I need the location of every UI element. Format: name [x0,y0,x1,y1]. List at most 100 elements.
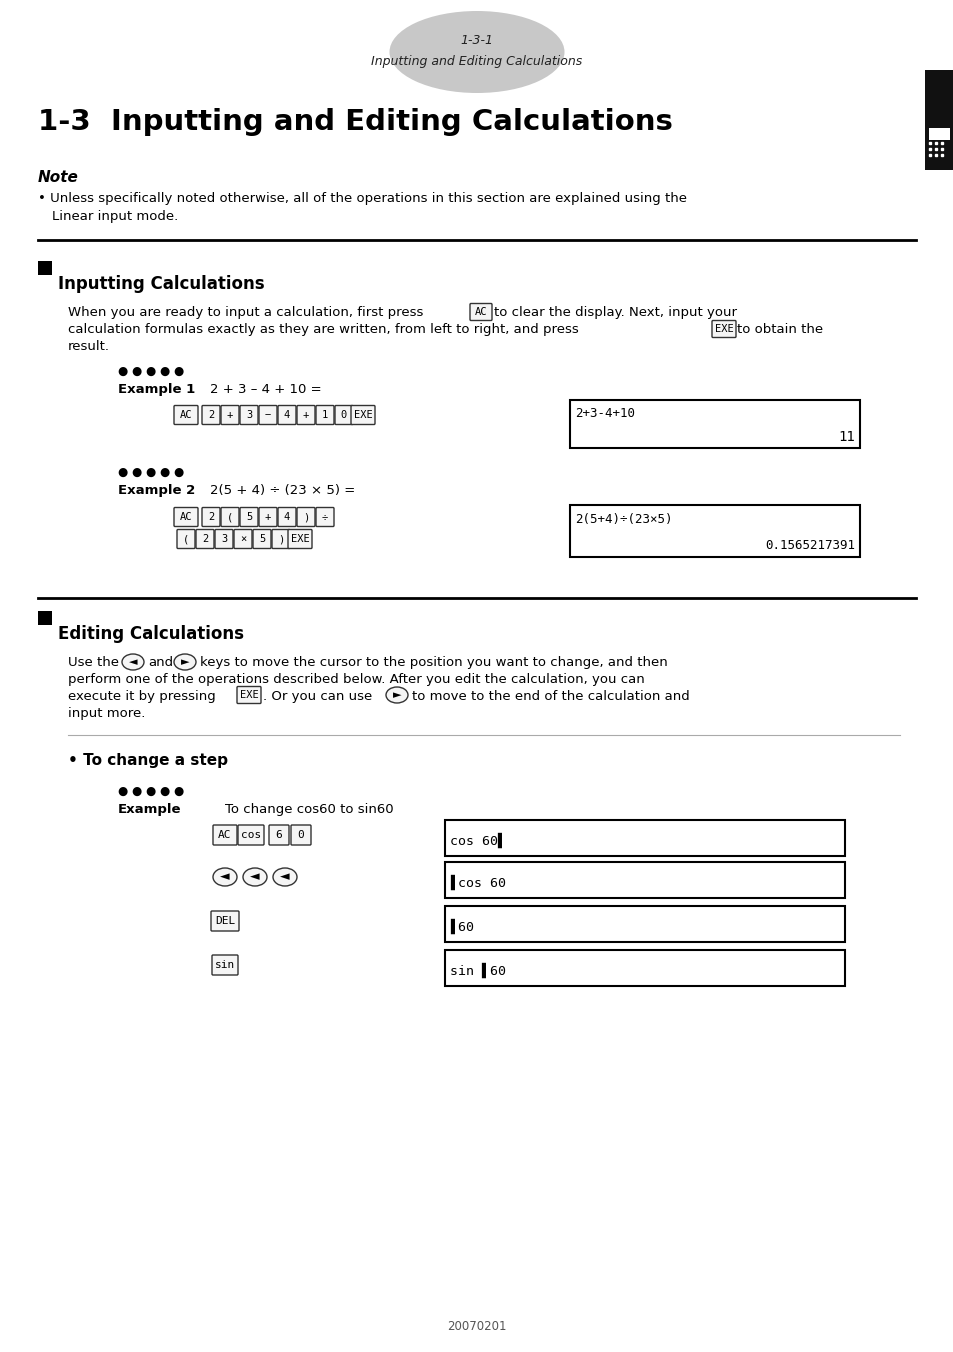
Ellipse shape [273,868,296,886]
Text: ▌cos 60: ▌cos 60 [450,875,505,890]
Text: Example 2: Example 2 [118,484,195,498]
FancyBboxPatch shape [277,406,295,425]
FancyBboxPatch shape [315,406,334,425]
Text: 5: 5 [258,534,265,544]
Text: Use the: Use the [68,656,119,669]
FancyBboxPatch shape [253,530,271,549]
Text: (: ( [227,512,233,522]
Text: perform one of the operations described below. After you edit the calculation, y: perform one of the operations described … [68,673,644,685]
FancyBboxPatch shape [277,507,295,526]
Text: Inputting and Editing Calculations: Inputting and Editing Calculations [371,55,582,69]
FancyBboxPatch shape [296,507,314,526]
FancyBboxPatch shape [288,530,312,549]
Text: ▌60: ▌60 [450,918,474,933]
Text: . Or you can use: . Or you can use [263,690,372,703]
FancyBboxPatch shape [177,530,194,549]
Text: Example 1: Example 1 [118,383,195,396]
Text: +: + [265,512,271,522]
Text: 0: 0 [340,410,347,420]
Text: 2(5 + 4) ÷ (23 × 5) =: 2(5 + 4) ÷ (23 × 5) = [210,484,355,498]
Text: 2 + 3 – 4 + 10 =: 2 + 3 – 4 + 10 = [210,383,321,396]
Text: ◄: ◄ [280,871,290,883]
Text: 2+3-4+10: 2+3-4+10 [575,407,635,419]
FancyBboxPatch shape [291,825,311,845]
Bar [569,506,859,557]
Text: EXE: EXE [291,534,309,544]
Text: EXE: EXE [354,410,372,420]
Text: and: and [148,656,172,669]
Text: 2(5+4)÷(23×5): 2(5+4)÷(23×5) [575,512,672,526]
Text: • To change a step: • To change a step [68,753,228,768]
Bar [444,863,844,898]
Ellipse shape [243,868,267,886]
Text: 1: 1 [321,410,328,420]
Text: Editing Calculations: Editing Calculations [58,625,244,644]
Text: Note: Note [38,170,79,185]
FancyBboxPatch shape [240,406,257,425]
Text: 2: 2 [208,410,213,420]
FancyBboxPatch shape [221,507,239,526]
FancyBboxPatch shape [211,911,239,932]
FancyBboxPatch shape [315,507,334,526]
Text: AC: AC [218,830,232,840]
Ellipse shape [386,687,408,703]
Text: • Unless specifically noted otherwise, all of the operations in this section are: • Unless specifically noted otherwise, a… [38,192,686,206]
Text: input more.: input more. [68,707,145,721]
Text: cos 60▌: cos 60▌ [450,831,505,848]
Bar [38,611,52,625]
FancyBboxPatch shape [470,303,492,320]
FancyBboxPatch shape [221,406,239,425]
FancyBboxPatch shape [236,687,261,703]
Text: ◄: ◄ [220,871,230,883]
Text: 4: 4 [284,512,290,522]
Text: cos: cos [240,830,261,840]
Text: When you are ready to input a calculation, first press: When you are ready to input a calculatio… [68,306,423,319]
FancyBboxPatch shape [269,825,289,845]
Text: +: + [302,410,309,420]
Text: ): ) [302,512,309,522]
FancyBboxPatch shape [195,530,213,549]
Text: ×: × [239,534,246,544]
Bar [444,906,844,942]
Bar [569,400,859,448]
Text: ● ● ● ● ●: ● ● ● ● ● [118,365,184,379]
FancyBboxPatch shape [173,406,198,425]
FancyBboxPatch shape [258,507,276,526]
Text: to clear the display. Next, input your: to clear the display. Next, input your [494,306,737,319]
Text: 0.1565217391: 0.1565217391 [764,539,854,552]
Text: AC: AC [179,410,193,420]
Bar [38,261,52,274]
Text: 2: 2 [208,512,213,522]
FancyBboxPatch shape [202,507,220,526]
FancyBboxPatch shape [258,406,276,425]
Text: ◄: ◄ [250,871,259,883]
Ellipse shape [389,11,564,93]
Text: DEL: DEL [214,917,234,926]
Bar [924,70,953,170]
Text: result.: result. [68,339,110,353]
Text: ): ) [277,534,284,544]
Text: 0: 0 [297,830,304,840]
Text: sin ▌60: sin ▌60 [450,963,505,977]
FancyBboxPatch shape [296,406,314,425]
FancyBboxPatch shape [214,530,233,549]
FancyBboxPatch shape [237,825,264,845]
FancyBboxPatch shape [212,955,237,975]
Text: to move to the end of the calculation and: to move to the end of the calculation an… [412,690,689,703]
FancyBboxPatch shape [272,530,290,549]
FancyBboxPatch shape [213,825,236,845]
Text: 3: 3 [221,534,227,544]
Text: 4: 4 [284,410,290,420]
Ellipse shape [213,868,236,886]
Text: ◄: ◄ [129,657,137,667]
Text: ►: ► [393,690,401,700]
Text: Inputting Calculations: Inputting Calculations [58,274,264,293]
FancyBboxPatch shape [233,530,252,549]
Text: (: ( [183,534,189,544]
Text: keys to move the cursor to the position you want to change, and then: keys to move the cursor to the position … [200,656,667,669]
Ellipse shape [122,654,144,671]
Text: 2: 2 [202,534,208,544]
FancyBboxPatch shape [335,406,353,425]
Text: calculation formulas exactly as they are written, from left to right, and press: calculation formulas exactly as they are… [68,323,578,337]
FancyBboxPatch shape [711,320,735,338]
